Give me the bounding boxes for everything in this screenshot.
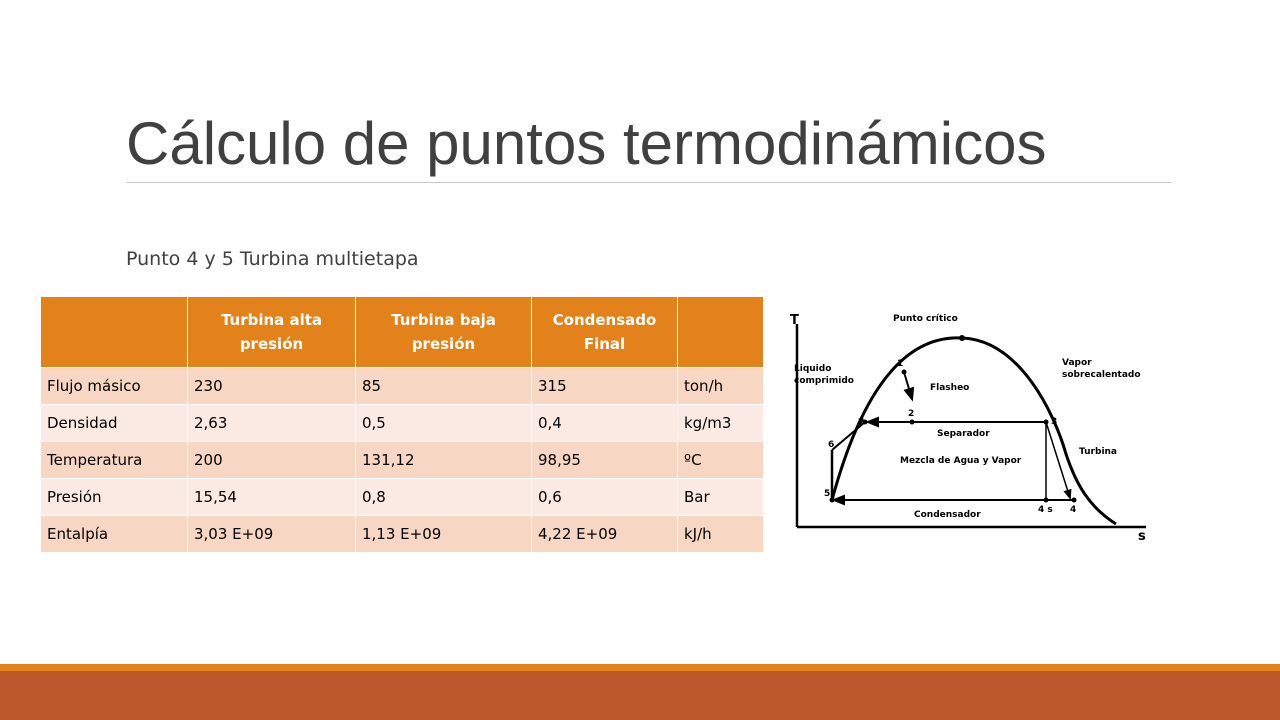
table-cell: 15,54 <box>187 478 356 516</box>
table-row: Entalpía 3,03 E+09 1,13 E+09 4,22 E+09 k… <box>40 515 764 553</box>
compressed-liquid-label: comprimido <box>794 376 854 386</box>
turbine-line <box>1045 421 1072 501</box>
point-label-3: 3 <box>1051 417 1057 427</box>
footer-accent-stripe <box>0 664 1280 671</box>
title-divider <box>126 182 1172 183</box>
table-row: Temperatura 200 131,12 98,95 ºC <box>40 441 764 479</box>
table-header-cell <box>40 296 188 368</box>
table-cell: 98,95 <box>531 441 678 479</box>
table-header-cell: Turbina alta presión <box>187 296 356 368</box>
state-point-4s <box>1043 497 1049 503</box>
path-6-7 <box>831 421 866 451</box>
table-cell: 85 <box>355 367 532 405</box>
diagram-background <box>784 302 1154 547</box>
t-axis-label: T <box>790 313 799 328</box>
thermo-points-table: Turbina alta presión Turbina baja presió… <box>40 296 764 553</box>
state-point-5 <box>829 497 835 503</box>
point-label-4s: 4 s <box>1038 505 1053 515</box>
critical-point-label: Punto crítico <box>893 314 958 324</box>
table-cell: ton/h <box>677 367 764 405</box>
point-label-5: 5 <box>824 489 830 499</box>
turbine-label: Turbina <box>1079 447 1117 457</box>
footer-band <box>0 671 1280 720</box>
table-header-cell: Turbina baja presión <box>355 296 532 368</box>
flash-arrow <box>903 371 915 402</box>
table-cell: kJ/h <box>677 515 764 553</box>
compressed-liquid-label: Liquido <box>794 364 831 374</box>
table-cell: 0,5 <box>355 404 532 442</box>
table-row: Densidad 2,63 0,5 0,4 kg/m3 <box>40 404 764 442</box>
table-cell: 2,63 <box>187 404 356 442</box>
table-cell: 131,12 <box>355 441 532 479</box>
superheated-vapor-label: sobrecalentado <box>1062 370 1141 380</box>
critical-point-marker <box>959 335 965 341</box>
mixture-label: Mezcla de Agua y Vapor <box>900 456 1022 466</box>
table-cell: 1,13 E+09 <box>355 515 532 553</box>
state-point-3 <box>1043 419 1049 425</box>
point-label-6: 6 <box>828 440 834 450</box>
condenser-label: Condensador <box>914 510 981 520</box>
state-point-7 <box>862 419 868 425</box>
state-point-2 <box>909 419 915 425</box>
table-header-row: Turbina alta presión Turbina baja presió… <box>40 296 764 368</box>
table-row: Presión 15,54 0,8 0,6 Bar <box>40 478 764 516</box>
point-label-4: 4 <box>1070 505 1076 515</box>
table-cell: 230 <box>187 367 356 405</box>
table-cell: 0,4 <box>531 404 678 442</box>
separator-label: Separador <box>937 429 990 439</box>
table-cell: 3,03 E+09 <box>187 515 356 553</box>
table-cell: 0,6 <box>531 478 678 516</box>
table-header-cell <box>677 296 764 368</box>
table-header-cell: Condensado Final <box>531 296 678 368</box>
table-cell: 315 <box>531 367 678 405</box>
table-cell: 4,22 E+09 <box>531 515 678 553</box>
table-cell: Temperatura <box>40 441 188 479</box>
table-cell: Entalpía <box>40 515 188 553</box>
table-cell: ºC <box>677 441 764 479</box>
slide-subtitle: Punto 4 y 5 Turbina multietapa <box>126 248 419 270</box>
point-label-1: 1 <box>897 359 903 369</box>
s-axis-label: s <box>1138 529 1146 544</box>
state-point-4 <box>1071 497 1077 503</box>
flash-label: Flasheo <box>930 383 969 393</box>
saturation-dome <box>830 336 1117 526</box>
point-label-7: 7 <box>858 418 864 428</box>
slide-title: Cálculo de puntos termodinámicos <box>126 110 1047 177</box>
table-cell: 0,8 <box>355 478 532 516</box>
ts-diagram: T s Punto crítico Liquido comprimido Vap… <box>784 302 1154 547</box>
table-cell: kg/m3 <box>677 404 764 442</box>
point-label-2: 2 <box>908 409 914 419</box>
table-row: Flujo másico 230 85 315 ton/h <box>40 367 764 405</box>
table-cell: 200 <box>187 441 356 479</box>
table-cell: Densidad <box>40 404 188 442</box>
table-cell: Bar <box>677 478 764 516</box>
table-cell: Flujo másico <box>40 367 188 405</box>
superheated-vapor-label: Vapor <box>1062 358 1092 368</box>
state-point-1 <box>901 369 907 375</box>
table-cell: Presión <box>40 478 188 516</box>
